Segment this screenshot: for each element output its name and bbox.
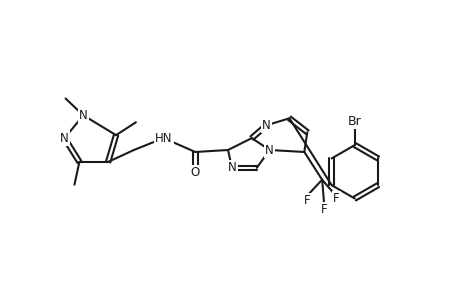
Text: N: N bbox=[265, 143, 274, 157]
Text: F: F bbox=[332, 192, 339, 205]
Text: Br: Br bbox=[347, 115, 361, 128]
Text: N: N bbox=[262, 119, 270, 132]
Text: N: N bbox=[60, 132, 69, 145]
Text: HN: HN bbox=[155, 132, 172, 145]
Text: O: O bbox=[190, 166, 200, 179]
Text: F: F bbox=[320, 203, 327, 216]
Text: F: F bbox=[303, 194, 310, 207]
Text: N: N bbox=[227, 161, 236, 174]
Text: N: N bbox=[79, 109, 88, 122]
